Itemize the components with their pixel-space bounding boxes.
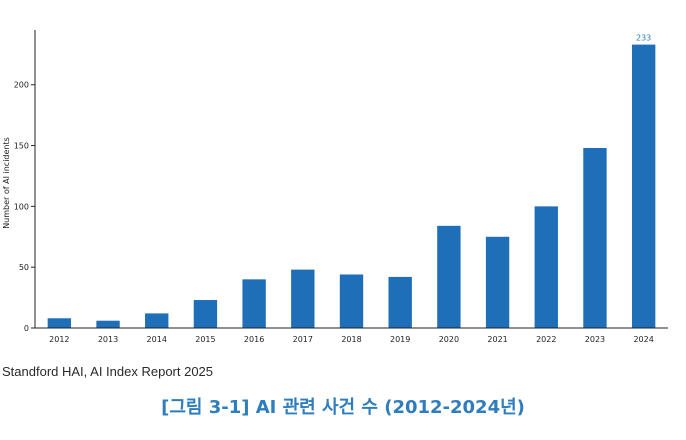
- bar-2012: [47, 318, 72, 328]
- y-tick-label: 200: [14, 81, 29, 90]
- bar-2015: [193, 300, 218, 328]
- x-tick-label: 2019: [390, 335, 410, 344]
- x-tick-label: 2016: [244, 335, 264, 344]
- bar-2016: [242, 279, 266, 328]
- y-tick-label: 0: [24, 324, 29, 333]
- bar-2022: [534, 206, 558, 328]
- y-tick-label: 50: [19, 263, 29, 272]
- bar-2014: [145, 313, 169, 328]
- bar-2024: [631, 44, 656, 328]
- data-labels: 233: [636, 34, 651, 43]
- x-tick-label: 2018: [341, 335, 361, 344]
- x-tick-label: 2017: [293, 335, 313, 344]
- bar-2018: [339, 274, 364, 328]
- bar-chart: 0 50 100 150 200 2012 2013 2014 2015 2016 2017 201…: [2, 30, 668, 344]
- x-tick-label: 2012: [49, 335, 69, 344]
- x-axis: 2012 2013 2014 2015 2016 2017 2018 2019 2020 2021…: [35, 327, 668, 344]
- y-tick-label: 100: [14, 202, 29, 211]
- data-label-2024: 233: [636, 34, 651, 43]
- source-note: Standford HAI, AI Index Report 2025: [2, 364, 214, 379]
- x-tick-label: 2021: [487, 335, 507, 344]
- x-tick-label: 2020: [439, 335, 459, 344]
- x-tick-label: 2024: [633, 335, 653, 344]
- x-tick-label: 2015: [195, 335, 215, 344]
- bar-2019: [388, 276, 412, 328]
- bar-2013: [96, 320, 120, 328]
- y-tick-label: 150: [14, 142, 29, 151]
- bars: [47, 44, 656, 328]
- y-axis-title: Number of AI incidents: [2, 137, 11, 229]
- x-tick-label: 2013: [98, 335, 118, 344]
- bar-2020: [437, 225, 461, 328]
- figure-caption: [그림 3-1] AI 관련 사건 수 (2012-2024년): [161, 397, 525, 418]
- x-tick-label: 2014: [147, 335, 167, 344]
- y-axis: 0 50 100 150 200: [14, 30, 36, 333]
- bar-2021: [485, 236, 510, 328]
- x-tick-label: 2022: [536, 335, 556, 344]
- x-tick-label: 2023: [585, 335, 605, 344]
- bar-2017: [291, 269, 315, 328]
- bar-2023: [583, 147, 607, 328]
